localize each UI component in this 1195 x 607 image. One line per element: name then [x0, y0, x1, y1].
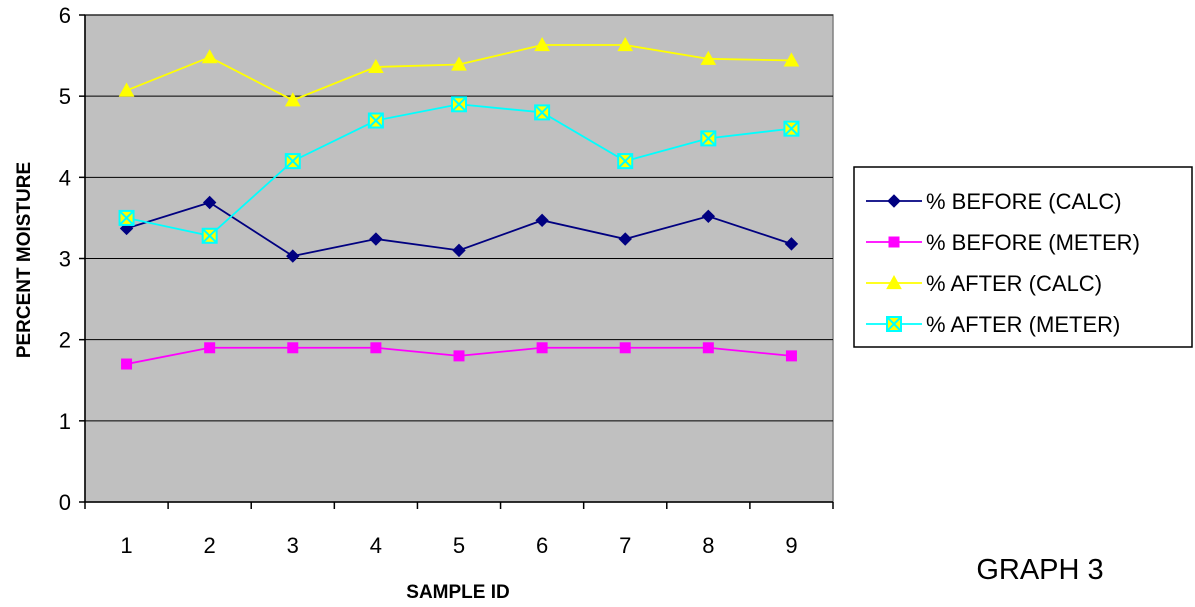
legend-label: % AFTER (METER): [926, 312, 1120, 337]
y-axis-title: PERCENT MOISTURE: [14, 162, 35, 358]
series-1: [119, 195, 799, 263]
legend-entry-3: % AFTER (CALC): [866, 271, 1102, 296]
series-lines: [118, 37, 800, 370]
data-point: [536, 342, 548, 354]
marker-cross: [368, 112, 384, 129]
data-point: [617, 37, 634, 52]
marker-cross: [783, 120, 800, 137]
data-point: [368, 58, 384, 74]
series-3: [118, 37, 800, 107]
x-tick-label: 1: [120, 533, 132, 558]
data-point: [121, 358, 133, 370]
marker-cross: [201, 228, 218, 244]
legend: % BEFORE (CALC) % BEFORE (METER) % AFTER (…: [853, 166, 1193, 348]
data-point: [785, 350, 797, 362]
x-tick-label: 9: [785, 533, 797, 558]
y-tick-label: 5: [59, 84, 71, 109]
legend-label: % BEFORE (METER): [926, 230, 1140, 255]
x-axis-title: SAMPLE ID: [406, 582, 509, 603]
data-point: [535, 213, 549, 228]
data-point: [783, 52, 800, 67]
x-tick-label: 2: [204, 533, 216, 558]
legend-marker: [886, 316, 902, 332]
marker-cross: [118, 210, 135, 226]
data-point: [201, 49, 218, 64]
data-point: [701, 209, 716, 224]
legend-label: % BEFORE (CALC): [926, 189, 1122, 214]
legend-marker: [886, 274, 902, 290]
legend-entry-1: % BEFORE (CALC): [866, 189, 1122, 214]
y-tick-label: 2: [59, 328, 71, 353]
series-2: [121, 342, 797, 370]
data-point: [118, 209, 135, 226]
marker-cross: [285, 153, 301, 169]
y-tick-label: 1: [59, 409, 71, 434]
data-point: [204, 342, 216, 354]
data-point: [534, 104, 551, 121]
x-tick-label: 4: [370, 533, 382, 558]
graph-caption: GRAPH 3: [976, 554, 1103, 586]
series-4: [118, 96, 800, 244]
y-tick-label: 4: [59, 165, 71, 190]
x-tick-label: 7: [619, 533, 631, 558]
marker-cross: [700, 130, 717, 147]
data-point: [201, 227, 218, 244]
data-point: [784, 237, 799, 251]
y-tick-label: 0: [59, 490, 71, 515]
data-point: [367, 112, 384, 129]
x-tick-label: 3: [287, 533, 299, 558]
marker-cross: [886, 316, 902, 332]
data-point: [702, 342, 714, 354]
legend-entries: % BEFORE (CALC) % BEFORE (METER) % AFTER (…: [866, 189, 1140, 337]
data-point: [783, 120, 800, 137]
data-point: [617, 153, 634, 170]
data-point: [369, 232, 383, 246]
x-tick-label: 8: [702, 533, 714, 558]
data-point: [451, 96, 467, 113]
legend-marker: [888, 236, 900, 248]
data-point: [452, 243, 466, 258]
axes: 0 1 2 3 4 5 6 1 2 3 4 5 6 7 8 9: [59, 3, 834, 558]
data-point: [118, 82, 135, 97]
data-point: [534, 37, 550, 52]
legend-label: % AFTER (CALC): [926, 271, 1102, 296]
legend-box: [853, 166, 1193, 348]
legend-entry-4: % AFTER (METER): [866, 312, 1120, 337]
data-point: [284, 153, 301, 170]
data-point: [284, 92, 301, 107]
legend-entry-2: % BEFORE (METER): [866, 230, 1140, 255]
marker-cross: [617, 153, 633, 169]
y-tick-label: 3: [59, 247, 71, 272]
data-point: [700, 50, 717, 65]
data-point: [286, 249, 300, 263]
data-point: [451, 56, 467, 71]
x-tick-label: 6: [536, 533, 548, 558]
y-tick-label: 6: [59, 3, 71, 28]
data-point: [619, 342, 631, 354]
data-point: [287, 342, 299, 354]
data-point: [453, 350, 465, 362]
legend-marker: [887, 194, 901, 208]
data-point: [202, 195, 217, 210]
x-tick-label: 5: [453, 533, 465, 558]
data-point: [370, 342, 382, 354]
data-point: [700, 130, 717, 147]
data-point: [618, 232, 632, 246]
marker-cross: [534, 104, 550, 121]
plot-area: [84, 14, 834, 503]
marker-cross: [451, 96, 467, 112]
